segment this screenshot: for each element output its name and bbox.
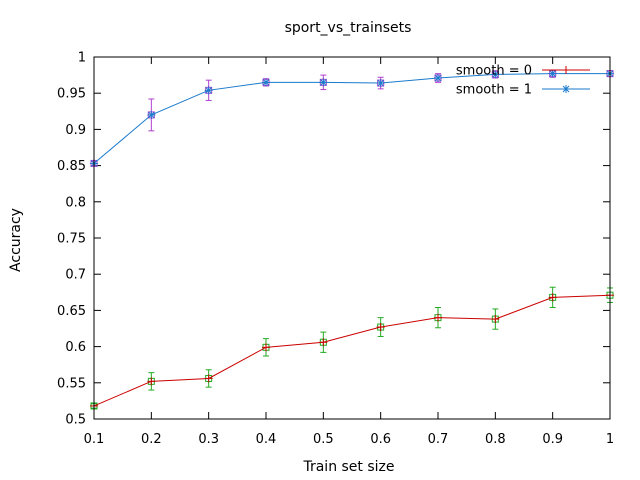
y-tick-label: 0.9 — [65, 123, 86, 138]
y-tick-label: 0.75 — [57, 232, 86, 247]
data-point — [147, 110, 156, 119]
x-tick-label: 0.6 — [370, 432, 391, 447]
y-tick-label: 0.6 — [65, 340, 86, 355]
legend-marker — [562, 66, 570, 74]
x-tick-label: 0.4 — [256, 432, 277, 447]
plot-frame — [93, 56, 611, 420]
data-point — [204, 86, 213, 95]
x-tick-label: 0.3 — [198, 432, 219, 447]
legend-label: smooth = 0 — [456, 64, 532, 79]
data-point — [319, 78, 328, 87]
data-point — [376, 323, 385, 332]
y-tick-label: 0.55 — [57, 376, 86, 391]
x-tick-label: 0.5 — [313, 432, 334, 447]
y-tick-label: 0.85 — [57, 159, 86, 174]
data-point — [548, 293, 557, 302]
legend-label: smooth = 1 — [456, 83, 532, 98]
x-tick-label: 0.1 — [84, 432, 105, 447]
legend: smooth = 0 smooth = 1 — [456, 64, 590, 98]
x-axis-title: Train set size — [302, 459, 394, 475]
y-tick-label: 0.7 — [65, 268, 86, 283]
y-tick-label: 0.5 — [65, 413, 86, 428]
data-point — [491, 315, 500, 324]
x-tick-label: 1 — [606, 432, 614, 447]
y-tick-label: 1 — [78, 51, 86, 66]
data-point — [262, 343, 270, 352]
data-point — [434, 313, 442, 322]
data-point — [319, 338, 328, 347]
data-point — [204, 374, 213, 383]
data-point — [262, 78, 270, 87]
y-axis-title: Accuracy — [8, 208, 24, 272]
data-point — [376, 79, 385, 88]
data-point — [491, 70, 500, 79]
series-line-1 — [93, 73, 610, 164]
data-point — [147, 377, 156, 386]
x-tick-label: 0.9 — [542, 432, 563, 447]
y-tick-label: 0.65 — [57, 304, 86, 319]
legend-marker — [562, 85, 570, 93]
y-tick-label: 0.95 — [57, 87, 86, 102]
data-point — [434, 73, 442, 82]
series-line-0 — [93, 294, 611, 407]
y-tick-label: 0.8 — [65, 195, 86, 210]
x-tick-label: 0.7 — [428, 432, 449, 447]
chart-title: sport_vs_trainsets — [285, 20, 412, 36]
x-tick-label: 0.2 — [141, 432, 162, 447]
x-tick-label: 0.8 — [485, 432, 506, 447]
data-point — [548, 69, 557, 78]
